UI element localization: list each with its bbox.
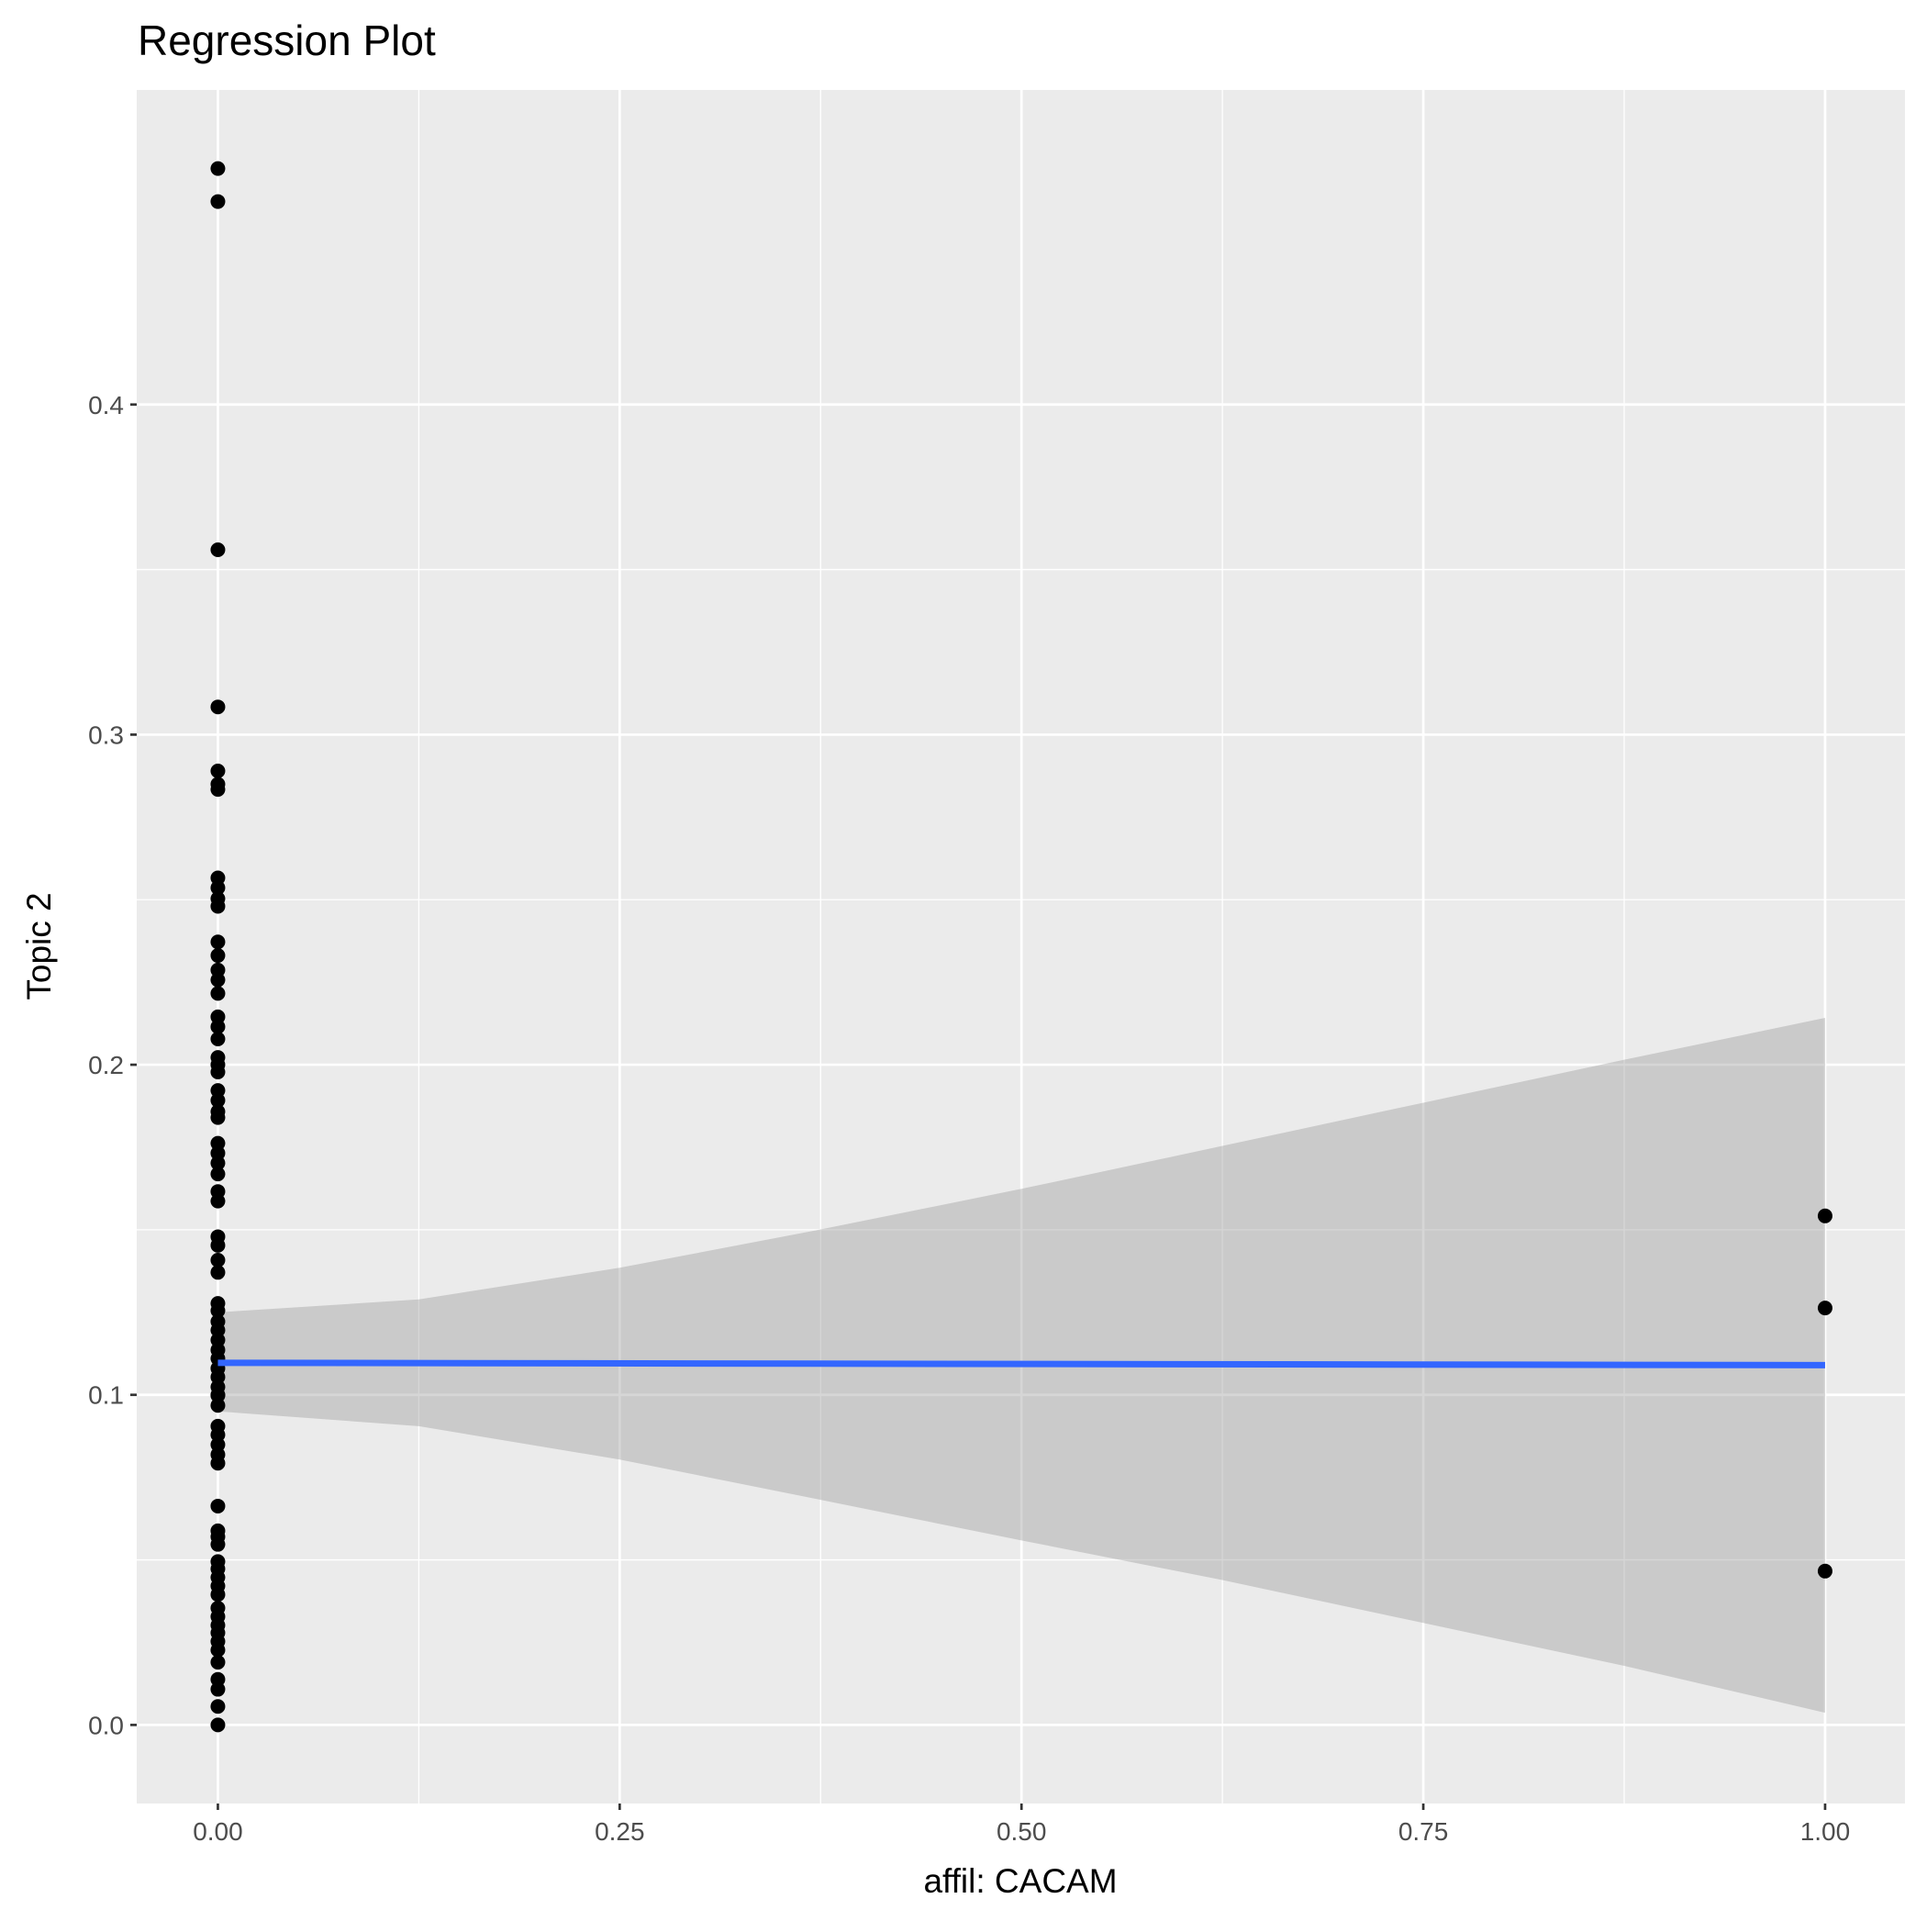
point — [210, 1092, 226, 1108]
x-tick-label: 0.75 — [1398, 1817, 1449, 1846]
point — [210, 899, 226, 914]
chart-title: Regression Plot — [138, 17, 436, 64]
point — [210, 1237, 226, 1253]
point — [210, 542, 226, 558]
point — [210, 1156, 226, 1171]
point — [210, 1387, 226, 1402]
y-tick-label: 0.1 — [88, 1381, 124, 1410]
point — [210, 1110, 226, 1125]
y-tick-label: 0.2 — [88, 1051, 124, 1079]
x-tick-label: 0.25 — [595, 1817, 645, 1846]
point — [210, 194, 226, 209]
point — [210, 972, 226, 988]
point — [210, 1717, 226, 1733]
point — [210, 1265, 226, 1280]
point — [210, 763, 226, 778]
point — [210, 948, 226, 964]
point — [210, 1193, 226, 1209]
point — [1817, 1301, 1832, 1316]
point — [210, 1456, 226, 1471]
y-tick-label: 0.4 — [88, 391, 124, 419]
point — [210, 1167, 226, 1182]
point — [1817, 1208, 1832, 1223]
point — [210, 1032, 226, 1047]
point — [210, 1498, 226, 1513]
point — [210, 1303, 226, 1319]
point — [210, 986, 226, 1001]
point — [210, 1642, 226, 1658]
x-axis-label: affil: CACAM — [923, 1862, 1117, 1900]
point — [210, 1655, 226, 1670]
point — [210, 1536, 226, 1552]
y-tick-label: 0.3 — [88, 720, 124, 749]
fit-line — [217, 1359, 1825, 1368]
x-tick-label: 0.00 — [193, 1817, 243, 1846]
x-tick-label: 0.50 — [997, 1817, 1047, 1846]
point — [1817, 1563, 1832, 1579]
point — [210, 782, 226, 798]
point — [210, 1398, 226, 1413]
point — [210, 1252, 226, 1268]
y-axis-label: Topic 2 — [20, 892, 58, 1000]
y-tick-label: 0.0 — [88, 1711, 124, 1739]
point — [210, 161, 226, 176]
point — [210, 880, 226, 896]
point — [210, 1587, 226, 1603]
x-tick-label: 1.00 — [1800, 1817, 1851, 1846]
point — [210, 1681, 226, 1697]
point — [210, 934, 226, 950]
point — [210, 1064, 226, 1079]
point — [210, 1699, 226, 1714]
point — [210, 1019, 226, 1034]
point — [210, 699, 226, 715]
